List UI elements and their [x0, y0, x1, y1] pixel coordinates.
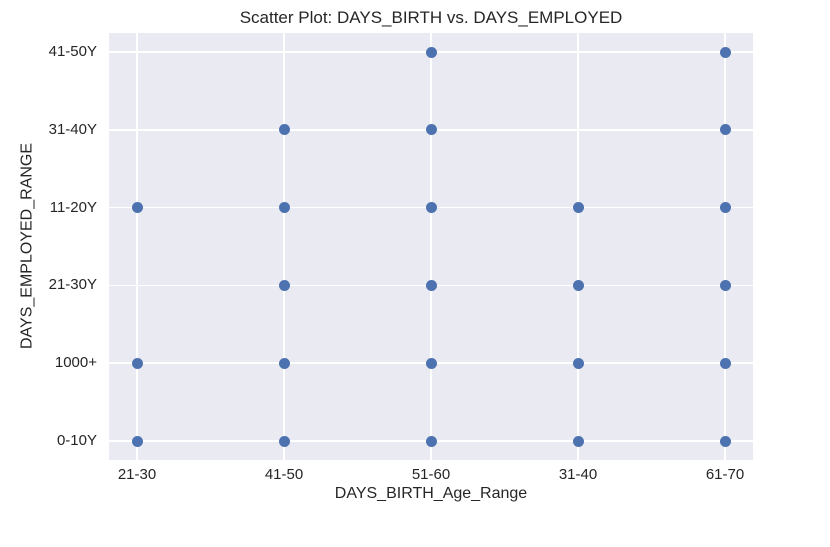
- data-point: [719, 357, 731, 369]
- data-point: [572, 435, 584, 447]
- gridline-vertical: [136, 33, 138, 460]
- gridline-vertical: [724, 33, 726, 460]
- data-point: [719, 202, 731, 214]
- y-axis-label: DAYS_EMPLOYED_RANGE: [18, 143, 36, 349]
- x-tick-label: 61-70: [705, 466, 745, 483]
- data-point: [131, 435, 143, 447]
- data-point: [131, 202, 143, 214]
- y-tick-label: 1000+: [54, 354, 97, 372]
- x-tick-label: 21-30: [117, 466, 157, 483]
- data-point: [425, 357, 437, 369]
- y-tick-label: 0-10Y: [56, 432, 97, 449]
- data-point: [719, 124, 731, 136]
- y-tick-label: 41-50Y: [48, 43, 97, 60]
- data-point: [425, 46, 437, 58]
- data-point: [278, 357, 290, 369]
- x-tick-label: 51-60: [411, 466, 451, 483]
- data-point: [425, 202, 437, 214]
- data-point: [131, 357, 143, 369]
- data-point: [572, 279, 584, 291]
- y-tick-label: 21-30Y: [48, 276, 97, 294]
- plot-area: [109, 33, 753, 460]
- x-tick-label: 31-40: [558, 466, 598, 483]
- gridline-vertical: [283, 33, 285, 460]
- x-tick-label: 41-50: [264, 466, 304, 483]
- data-point: [278, 124, 290, 136]
- y-tick-label: 11-20Y: [49, 198, 97, 216]
- data-point: [572, 202, 584, 214]
- data-point: [572, 357, 584, 369]
- data-point: [425, 279, 437, 291]
- data-point: [278, 279, 290, 291]
- x-axis-label: DAYS_BIRTH_Age_Range: [334, 485, 528, 502]
- data-point: [719, 279, 731, 291]
- data-point: [278, 202, 290, 214]
- y-tick-label: 31-40Y: [48, 120, 97, 138]
- data-point: [719, 435, 731, 447]
- gridline-vertical: [577, 33, 579, 460]
- data-point: [425, 435, 437, 447]
- chart-title: Scatter Plot: DAYS_BIRTH vs. DAYS_EMPLOY…: [239, 8, 623, 27]
- data-point: [425, 124, 437, 136]
- data-point: [278, 435, 290, 447]
- gridline-vertical: [430, 33, 432, 460]
- data-point: [719, 46, 731, 58]
